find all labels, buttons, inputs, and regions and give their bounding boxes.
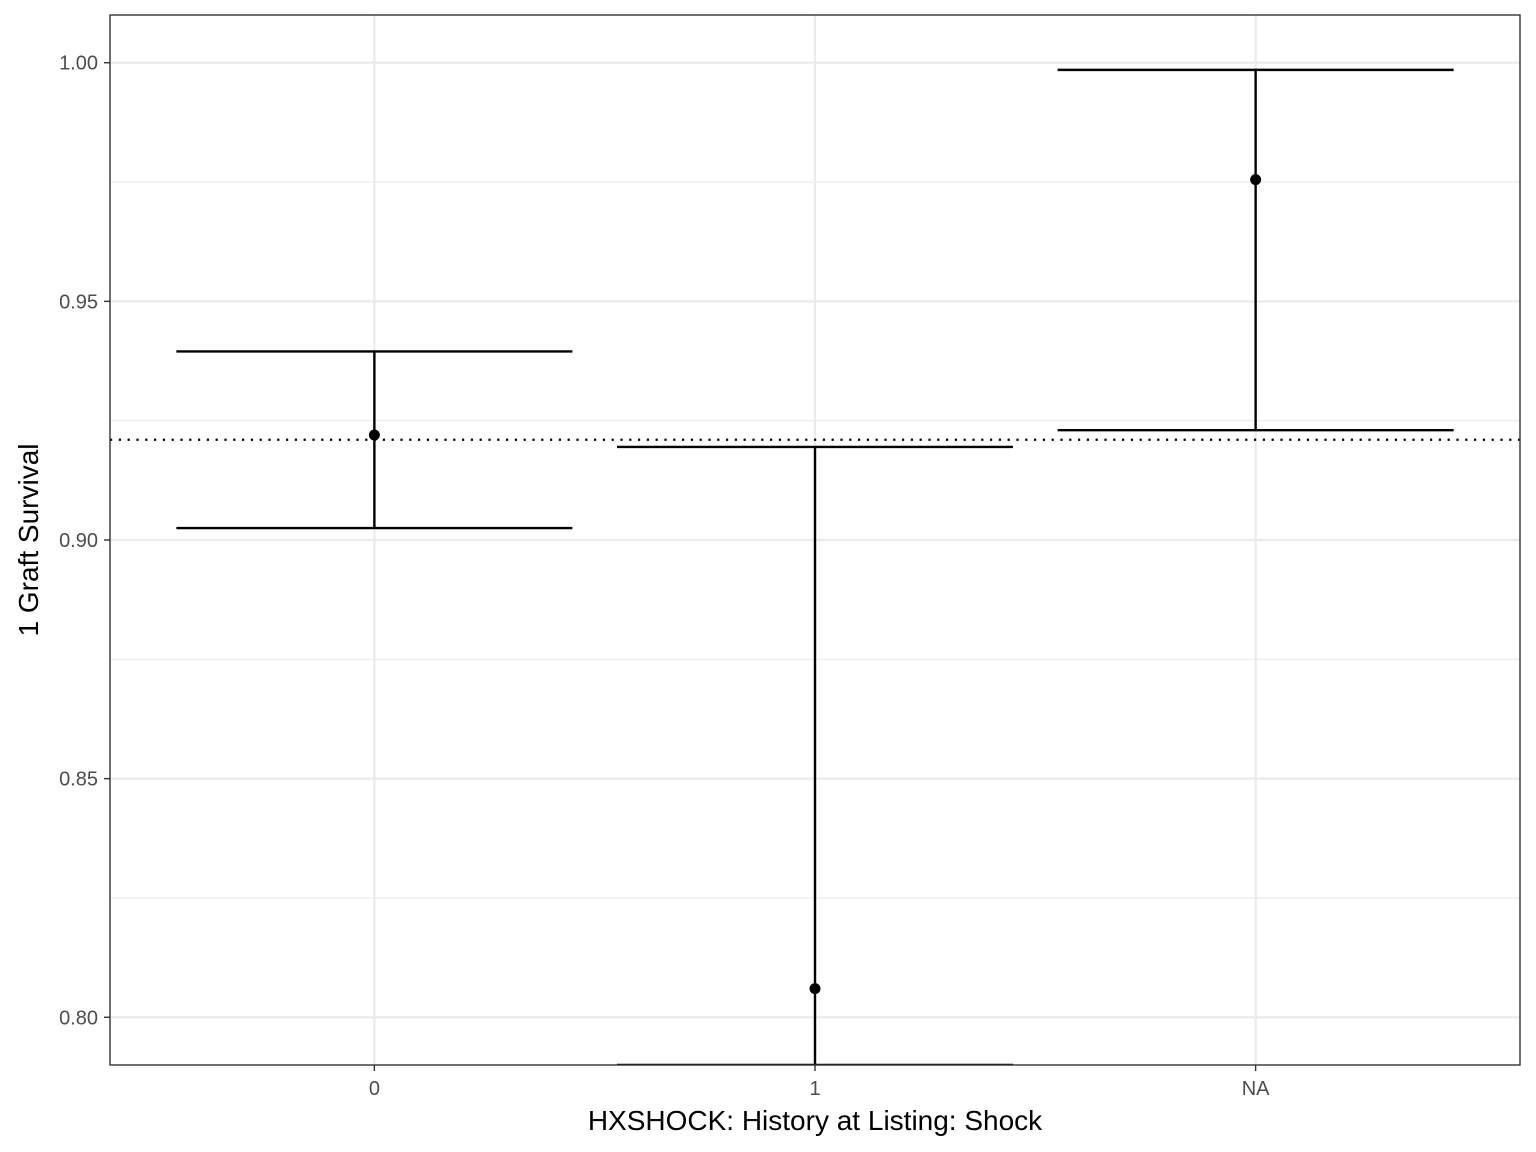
y-tick-label: 0.80 [59, 1007, 98, 1029]
point-estimate-NA [1250, 174, 1262, 186]
marks-layer [176, 68, 1454, 1065]
x-axis-title: HXSHOCK: History at Listing: Shock [588, 1105, 1043, 1136]
y-tick-label: 1.00 [59, 53, 98, 75]
y-axis-title: 1 Graft Survival [13, 444, 44, 637]
y-tick-label: 0.95 [59, 291, 98, 313]
axis-layer: 0.80 0.85 0.90 0.95 1.00 0 1 NA [59, 53, 1270, 1100]
y-tick-label: 0.90 [59, 530, 98, 552]
point-estimate-0 [368, 429, 380, 441]
x-tick-label: NA [1242, 1078, 1270, 1100]
point-estimate-1 [809, 983, 821, 995]
y-tick-label: 0.85 [59, 769, 98, 791]
x-tick-label: 0 [369, 1078, 380, 1100]
x-tick-label: 1 [809, 1078, 820, 1100]
